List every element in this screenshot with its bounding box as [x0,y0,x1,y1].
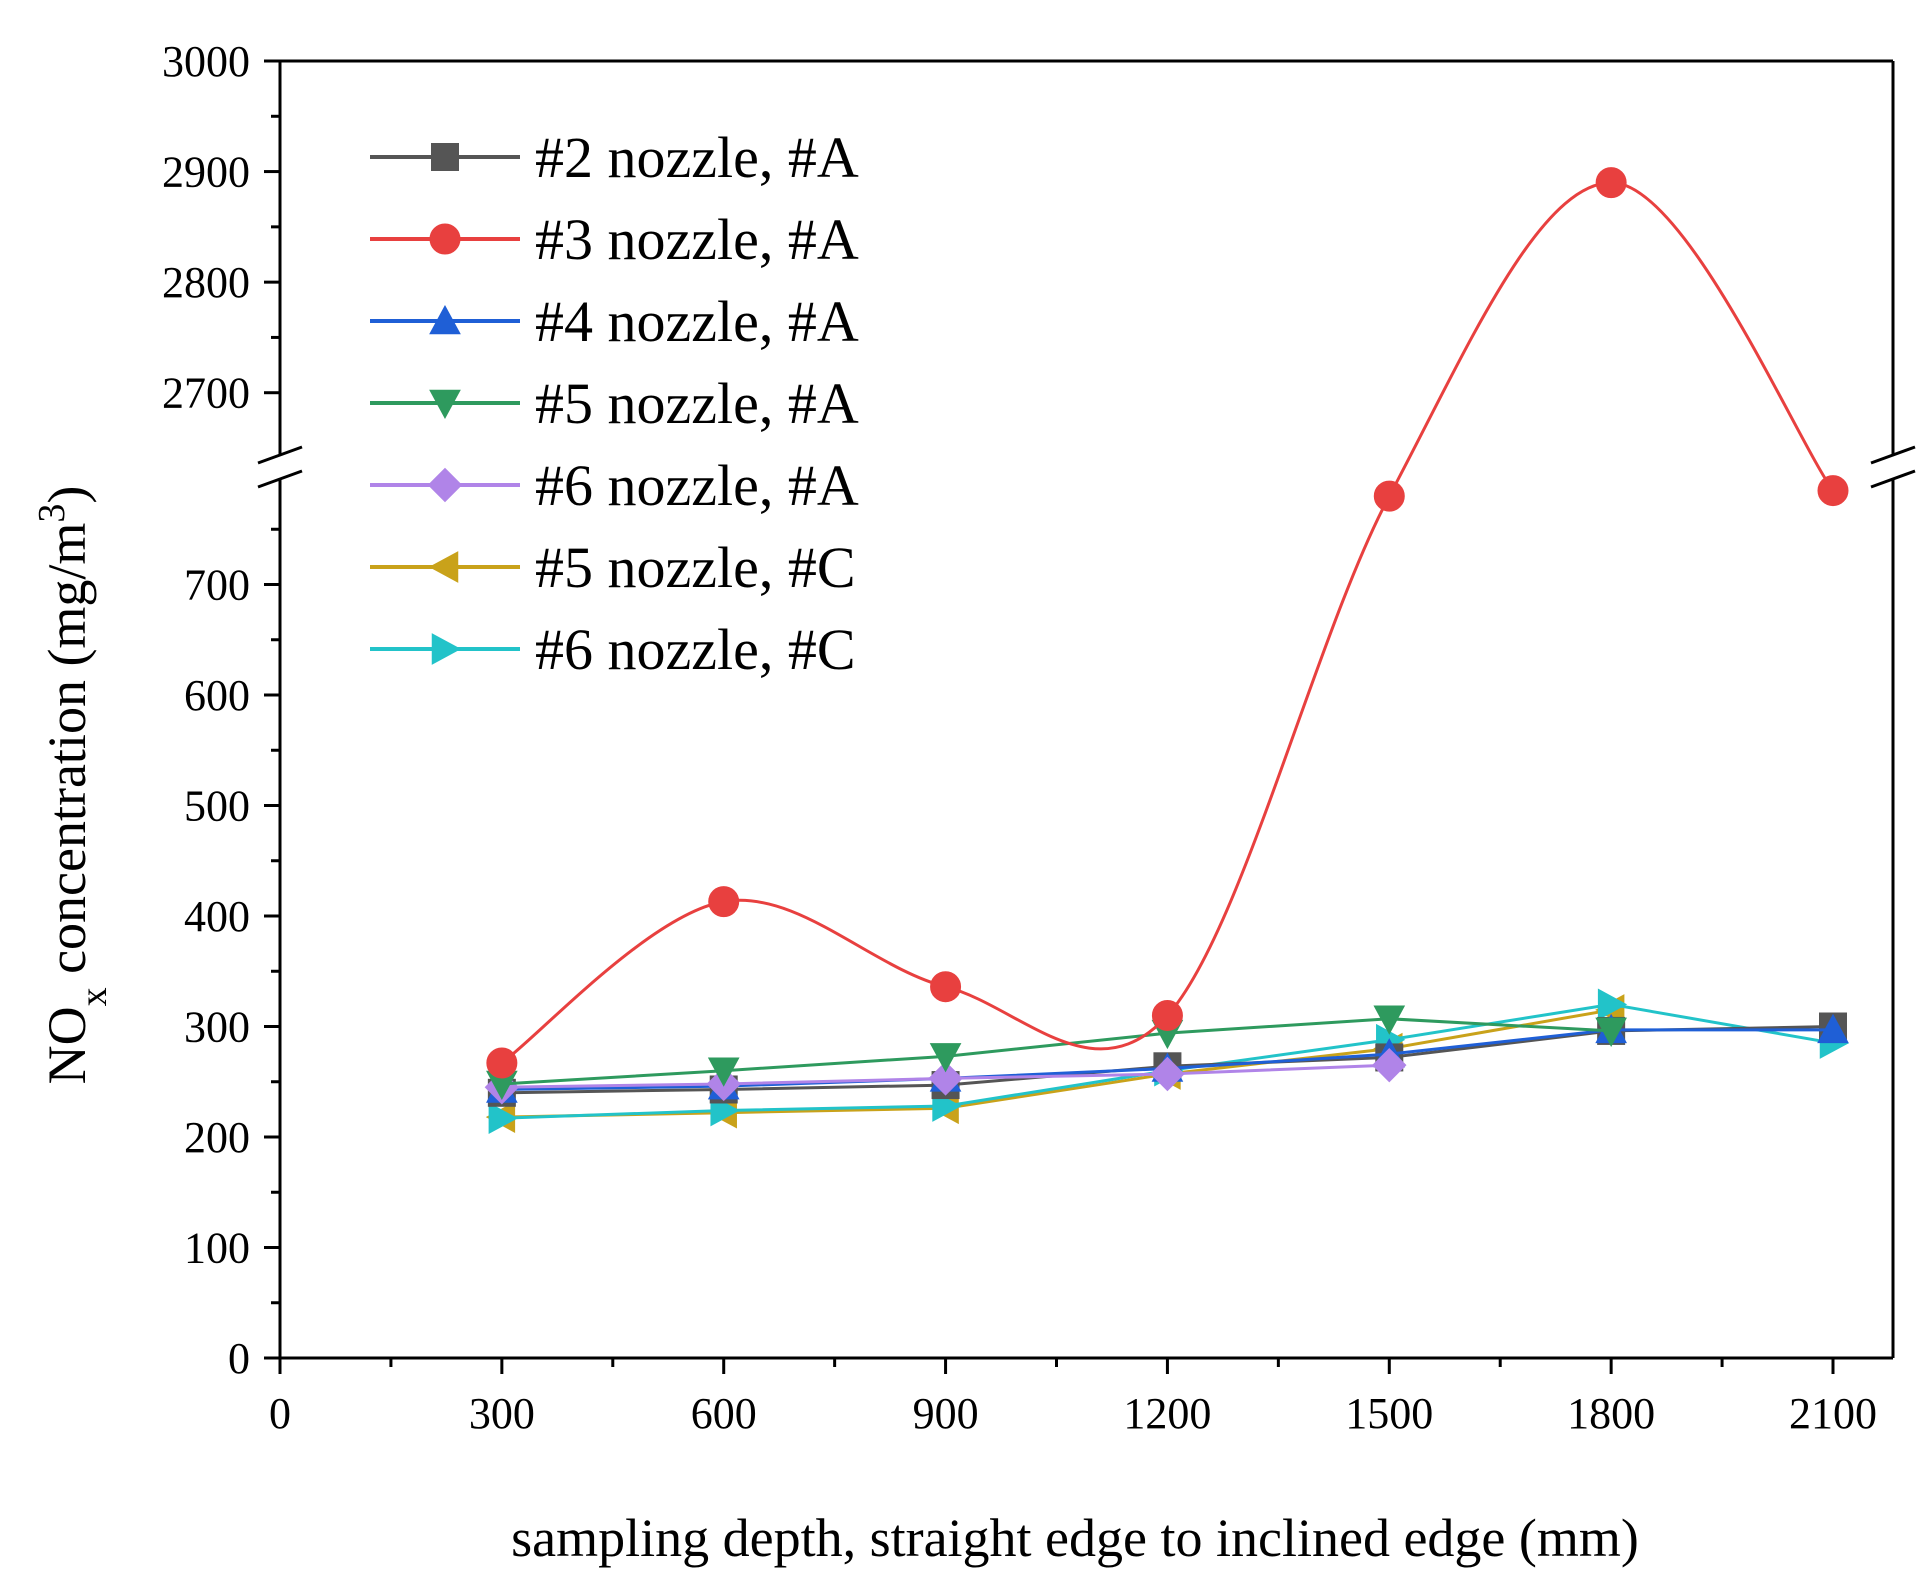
x-axis-title: sampling depth, straight edge to incline… [511,1508,1639,1568]
data-point [707,1057,740,1087]
legend-label: #6 nozzle, #C [535,617,856,682]
y-tick-label: 2700 [162,369,250,418]
legend-marker [428,551,459,583]
series-4 [486,1005,1627,1101]
legend-label: #3 nozzle, #A [535,207,859,272]
legend-marker [431,143,459,171]
legend-item: #6 nozzle, #C [370,617,856,682]
legend-label: #5 nozzle, #C [535,535,856,600]
x-tick-label: 0 [269,1389,291,1438]
data-point [488,1102,518,1135]
y-axis-title-middle: concentration (mg/m [37,523,97,988]
axis-break-mark-left-2 [257,469,303,489]
data-point [930,971,962,1003]
y-tick-label: 3000 [162,37,250,86]
legend-marker [431,633,462,665]
legend-marker [427,467,463,503]
x-tick-label: 600 [691,1389,757,1438]
x-tick-label: 900 [913,1389,979,1438]
x-tick-label: 300 [469,1389,535,1438]
legend-item: #6 nozzle, #A [370,453,859,518]
series-line [501,1017,1612,1086]
y-tick-label: 2900 [162,148,250,197]
y-tick-label: 2800 [162,258,250,307]
axis-break-mark-right-2 [1870,469,1916,489]
y-axis-title: NOx concentration (mg/m3) [31,486,115,1085]
data-point [929,1043,962,1073]
legend-item: #4 nozzle, #A [370,289,859,354]
y-axis-title-prefix: NO [37,1006,97,1084]
legend-label: #2 nozzle, #A [535,125,859,190]
x-tick-label: 1500 [1345,1389,1433,1438]
y-tick-label: 200 [184,1113,250,1162]
y-tick-label: 600 [184,671,250,720]
data-point [1151,999,1183,1031]
y-tick-label: 0 [228,1334,250,1383]
data-point [1817,1013,1849,1044]
y-tick-label: 500 [184,782,250,831]
legend-label: #4 nozzle, #A [535,289,859,354]
legend-item: #3 nozzle, #A [370,207,859,272]
data-point [708,886,740,918]
legend-label: #5 nozzle, #A [535,371,859,436]
x-tick-label: 1800 [1567,1389,1655,1438]
y-axis-title-superscript: 3 [31,504,73,523]
y-axis-title-suffix: ) [37,486,97,504]
data-point [1150,1056,1185,1092]
data-point [1595,1017,1627,1047]
series-layer [484,167,1850,1135]
axis-break-mark-right-1 [1870,445,1916,465]
legend-label: #6 nozzle, #A [535,453,859,518]
data-point [1373,1005,1406,1035]
data-point [928,1061,963,1096]
axes: 0 300 600 900 1200 1500 1800 2100 0 100 200 300 400 5… [162,37,1916,1438]
data-point [1373,480,1405,512]
legend-marker [429,304,461,335]
y-axis-title-subscript: x [73,987,115,1006]
legend-item: #5 nozzle, #C [370,535,856,600]
legend-item: #5 nozzle, #A [370,371,859,436]
x-tick-label: 1200 [1123,1389,1211,1438]
x-tick-label: 2100 [1789,1389,1877,1438]
series-2 [486,167,1849,1079]
data-point [1597,988,1628,1021]
y-tick-label: 400 [184,892,250,941]
y-tick-label: 100 [184,1224,250,1273]
legend-marker [429,223,461,255]
series-line [501,1008,1612,1119]
y-tick-label: 700 [184,561,250,610]
data-point [486,1047,518,1079]
legend: #2 nozzle, #A #3 nozzle, #A #4 nozzle, #A #… [370,125,859,682]
legend-item: #2 nozzle, #A [370,125,859,190]
y-tick-label: 300 [184,1003,250,1052]
axis-break-mark-left-1 [257,445,303,465]
data-point [1595,167,1627,199]
data-point [1817,475,1849,507]
legend-marker [429,389,461,420]
data-point [1372,1047,1407,1083]
